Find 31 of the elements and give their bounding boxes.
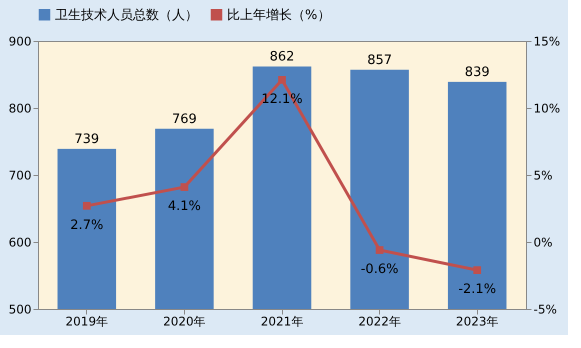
y2-tick-label: 10% xyxy=(534,102,560,116)
y-tick-label: 600 xyxy=(8,236,32,250)
x-tick-label: 2019年 xyxy=(66,314,108,328)
y2-tick-label: 0% xyxy=(534,236,553,250)
data-label: -2.1% xyxy=(458,282,496,298)
data-label: 739 xyxy=(74,132,100,147)
legend-label: 比上年增长（%） xyxy=(227,8,330,23)
point xyxy=(180,183,188,191)
legend-label: 卫生技术人员总数（人） xyxy=(55,8,198,23)
point xyxy=(82,202,91,210)
point xyxy=(376,246,384,254)
y-tick-label: 500 xyxy=(8,302,32,316)
y2-tick-label: -5% xyxy=(534,302,557,316)
point xyxy=(278,76,286,84)
x-tick-label: 2023年 xyxy=(456,314,498,328)
data-label: 862 xyxy=(270,49,294,64)
y-tick-label: 800 xyxy=(8,102,32,116)
data-label: 839 xyxy=(464,64,490,80)
data-label: 857 xyxy=(367,52,392,68)
y-tick-label: 900 xyxy=(8,34,32,48)
y-tick-label: 700 xyxy=(8,168,32,182)
x-tick-label: 2022年 xyxy=(358,314,401,328)
data-label: 4.1% xyxy=(168,199,201,214)
y2-tick-label: 5% xyxy=(534,168,553,182)
x-tick-label: 2020年 xyxy=(163,314,206,328)
y2-tick-label: 15% xyxy=(534,34,560,48)
data-label: 2.7% xyxy=(70,218,104,233)
point xyxy=(473,266,482,274)
data-label: -0.6% xyxy=(360,262,398,278)
data-label: 769 xyxy=(172,112,197,127)
x-tick-label: 2021年 xyxy=(260,314,304,328)
